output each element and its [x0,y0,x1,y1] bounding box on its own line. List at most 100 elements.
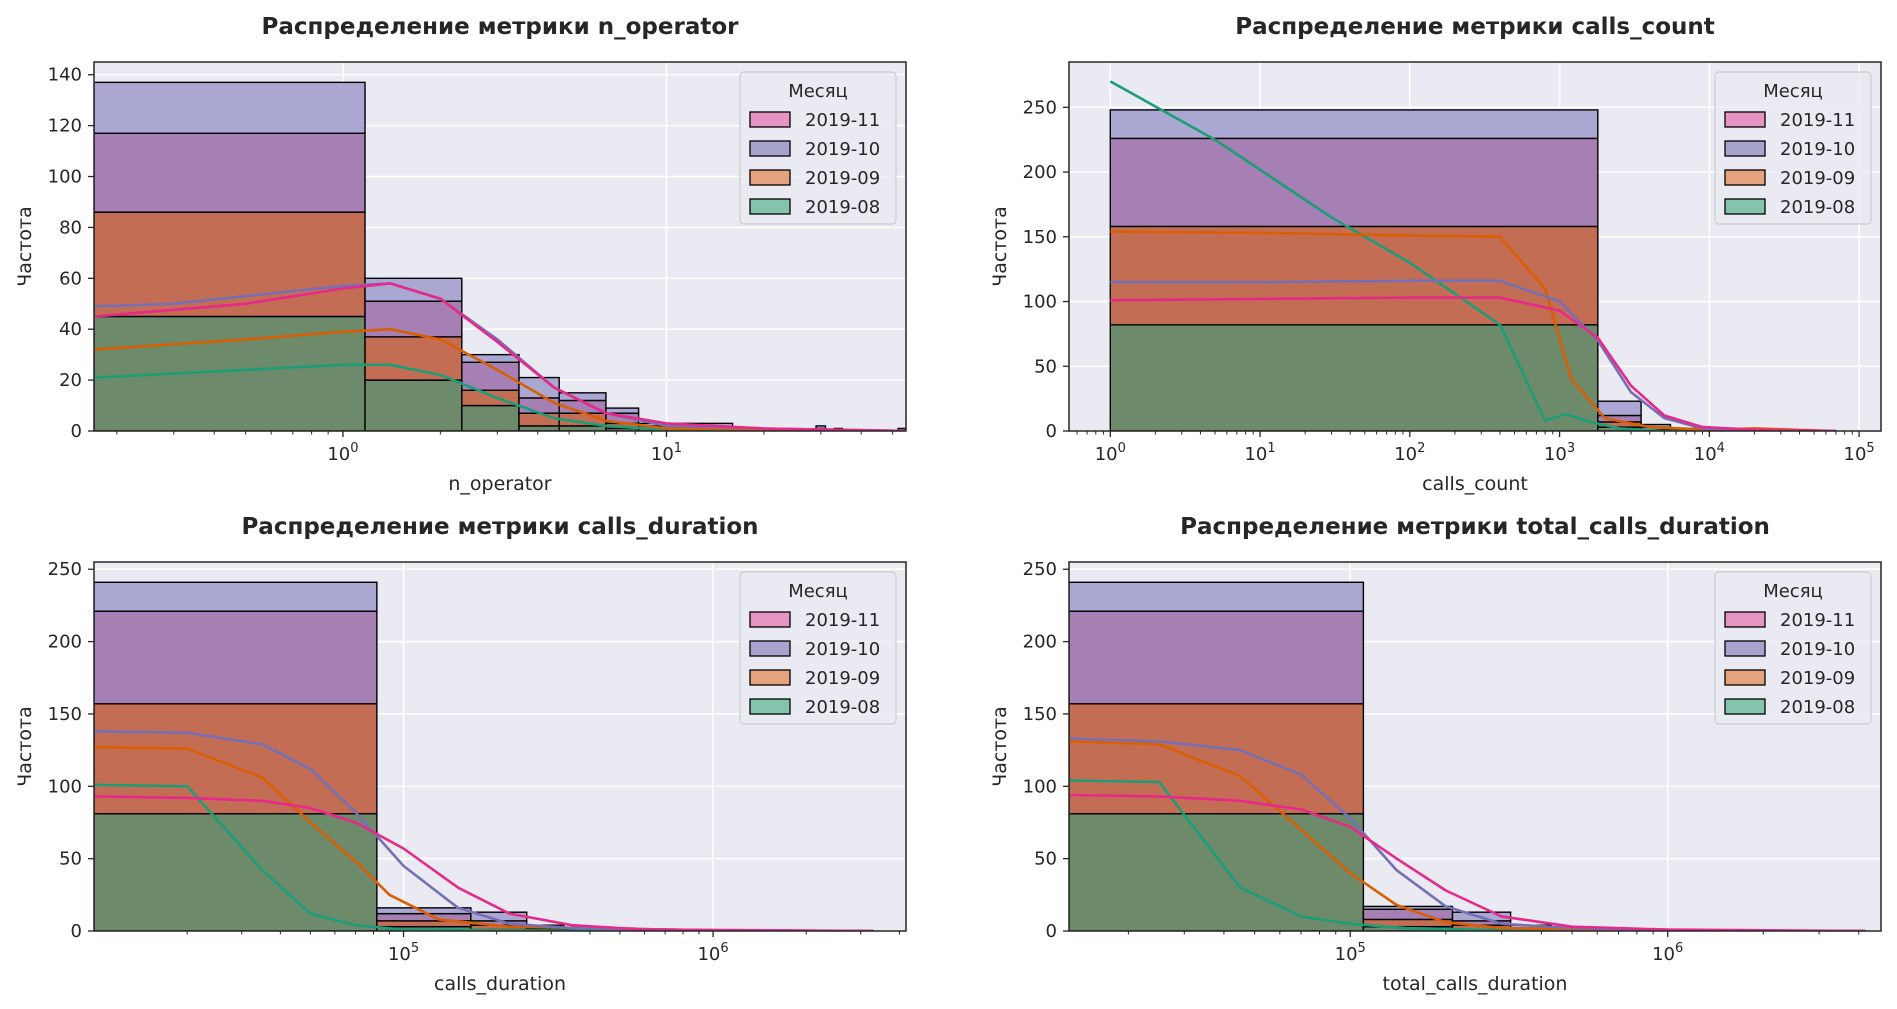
histogram-bar-2019-11 [1109,109,1599,140]
histogram-bar-2019-10 [376,912,472,922]
y-tick-label: 100 [1023,776,1057,797]
x-tick-label: 101 [651,441,682,465]
legend-box [1714,71,1872,225]
legend-box [1714,571,1872,725]
histogram-bar-2019-08 [364,379,463,431]
histogram-bar-2019-09 [94,211,366,318]
y-tick-label: 50 [1034,356,1057,377]
legend: Месяц 2019-11 2019-10 2019-09 2019-08 [1714,571,1872,725]
chart-title: Распределение метрики n_operator [262,14,740,40]
legend-box [739,571,897,725]
x-tick-label: 100 [327,441,358,465]
x-tick-label: 100 [1095,441,1126,465]
histogram-bar-2019-10 [364,300,463,338]
y-tick-label: 200 [48,632,82,653]
x-tick-label: 103 [1544,441,1575,465]
legend-swatch-2019-09 [749,669,791,686]
kde-line-2019-11 [1069,793,1866,931]
y-tick-label: 100 [1023,292,1057,313]
chart-panel-1: 0 20 40 60 80 100 120 140 100 101 Распределение ме… [14,14,907,495]
y-tick-label: 60 [59,268,82,289]
kde-line-2019-11 [94,282,906,431]
histogram-bar-2019-11 [1069,581,1365,612]
legend-swatch-2019-08 [749,198,791,215]
histogram-bar-2019-10 [94,132,366,213]
histogram-bar-2019-09 [1109,225,1599,326]
y-tick-label: 250 [1023,559,1057,580]
legend-label-2019-10: 2019-10 [805,639,880,660]
chart-panel-3: 0 50 100 150 200 250 105 106 Распределение метри… [14,514,907,995]
histogram-bar-2019-10 [1109,137,1599,228]
y-tick-label: 0 [1046,921,1057,942]
legend-box [739,71,897,225]
plot-content [94,81,906,431]
axes-frame [93,561,907,932]
x-tick-label: 101 [1244,441,1275,465]
legend-label-2019-09: 2019-09 [805,668,880,689]
legend-label-2019-09: 2019-09 [1780,168,1855,189]
y-tick-label: 120 [48,116,82,137]
legend-label-2019-08: 2019-08 [1780,197,1855,218]
x-tick-label: 105 [1335,941,1366,965]
histogram-bar-2019-11 [815,425,827,430]
legend-swatch-2019-11 [749,111,791,128]
kde-line-2019-09 [94,327,906,431]
legend: Месяц 2019-11 2019-10 2019-09 2019-08 [739,71,897,225]
y-axis-label: Частота [989,206,1011,287]
chart-panel-4: 0 50 100 150 200 250 105 106 Распределение метри… [989,514,1882,995]
y-tick-label: 0 [71,921,82,942]
legend-title: Месяц [1763,581,1823,602]
histogram-bar-2019-09 [1069,703,1365,815]
y-tick-label: 80 [59,217,82,238]
histogram-bar-2019-10 [1069,610,1365,705]
y-tick-label: 200 [1023,632,1057,653]
legend-swatch-2019-08 [749,698,791,715]
legend-label-2019-08: 2019-08 [805,197,880,218]
kde-line-2019-08 [1109,80,1836,431]
histogram-bar-2019-08 [94,813,378,931]
legend-title: Месяц [788,81,848,102]
y-tick-label: 0 [71,421,82,442]
chart-panel-2: 0 50 100 150 200 250 100 101 102 103 104 105 Распред… [989,14,1882,495]
legend-swatch-2019-09 [1724,669,1766,686]
histogram-bar-2019-08 [461,404,520,431]
x-axis-label: total_calls_duration [1383,973,1568,995]
legend-label-2019-11: 2019-11 [805,110,880,131]
legend-swatch-2019-11 [749,611,791,628]
y-tick-label: 100 [48,776,82,797]
x-tick-label: 106 [1652,941,1683,965]
legend-title: Месяц [788,581,848,602]
legend-swatch-2019-11 [1724,111,1766,128]
kde-line-2019-11 [1110,296,1836,431]
legend-title: Месяц [1763,81,1823,102]
histogram-bar-2019-08 [558,425,607,431]
legend-swatch-2019-09 [1724,169,1766,186]
x-tick-label: 102 [1394,441,1425,465]
legend: Месяц 2019-11 2019-10 2019-09 2019-08 [739,571,897,725]
legend-swatch-2019-10 [1724,640,1766,657]
legend-swatch-2019-10 [749,640,791,657]
histogram-bar-2019-09 [518,412,560,427]
chart-title: Распределение метрики calls_duration [241,514,758,540]
legend-label-2019-09: 2019-09 [805,168,880,189]
y-axis-label: Частота [14,706,36,787]
histogram-bar-2019-11 [1597,400,1642,417]
histogram-bar-2019-09 [94,703,378,815]
histogram-bar-2019-10 [518,397,560,414]
x-axis-label: calls_duration [434,973,566,995]
legend-label-2019-10: 2019-10 [1780,639,1855,660]
y-axis-label: Частота [14,206,36,287]
plot-content [1109,80,1836,431]
y-tick-label: 100 [48,167,82,188]
plot-content [94,581,874,931]
legend-swatch-2019-08 [1724,698,1766,715]
x-axis-label: n_operator [448,473,551,495]
y-tick-label: 50 [1034,849,1057,870]
legend-label-2019-11: 2019-11 [805,610,880,631]
axes-frame [1068,561,1882,932]
y-tick-label: 0 [1046,421,1057,442]
axes-frame [93,61,907,432]
histogram-bar-2019-10 [94,610,378,705]
legend: Месяц 2019-11 2019-10 2019-09 2019-08 [1714,71,1872,225]
